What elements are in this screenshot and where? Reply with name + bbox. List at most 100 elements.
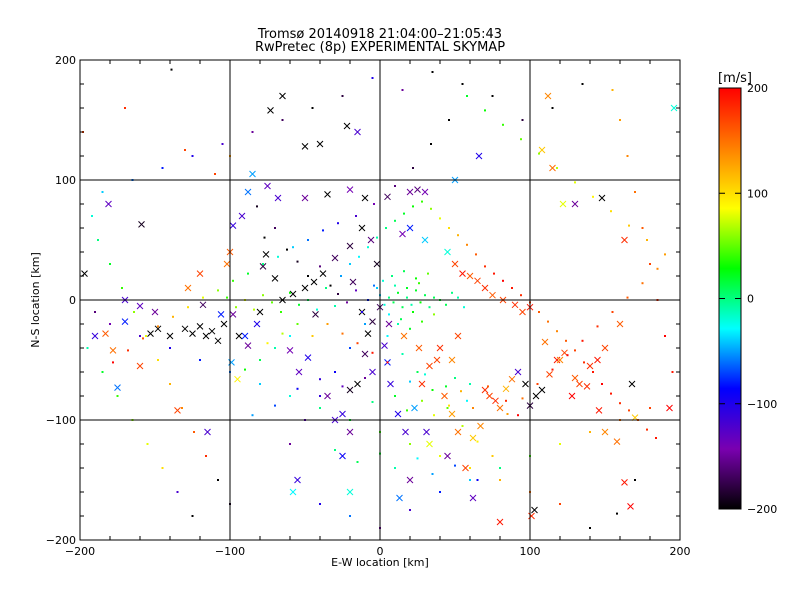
data-point-dot [383,303,386,306]
data-point-cross [138,221,145,228]
data-point-cross [628,380,636,388]
data-point-cross [532,392,540,400]
data-point-cross [448,410,456,418]
data-point-cross [369,368,376,376]
data-point-dot [181,407,183,409]
data-point-cross [451,260,459,268]
data-point-dot [487,385,489,388]
data-point-dot [226,296,228,299]
data-point-cross [346,428,354,436]
data-point-cross [546,371,553,378]
data-point-dot [461,425,464,427]
data-point-dot [316,308,318,311]
data-point-dot [592,195,594,198]
data-point-cross [571,374,579,382]
data-point-dot [277,255,279,258]
data-point-dot [274,404,276,407]
data-point-dot [232,279,234,282]
data-point-dot [418,282,420,285]
data-point-dot [412,205,414,208]
data-point-cross [556,356,564,364]
data-point-cross [259,263,267,270]
data-point-dot [217,479,219,481]
data-point-cross [559,200,567,208]
data-point-dot [410,303,413,306]
data-point-cross [105,200,112,208]
data-point-cross [571,200,579,208]
data-point-cross [220,320,228,328]
data-point-dot [116,395,119,397]
data-point-dot [394,185,396,187]
data-point-cross [670,104,678,112]
data-point-dot [499,467,501,469]
x-tick-label: 200 [670,545,691,558]
data-point-dot [476,479,479,481]
data-point-cross [339,452,346,460]
data-point-dot [262,263,264,265]
data-point-cross [594,356,601,364]
data-point-dot [448,119,450,121]
data-point-dot [373,203,375,205]
data-point-dot [247,272,249,275]
data-point-dot [121,287,123,289]
data-point-dot [191,515,194,517]
data-point-cross [154,325,162,333]
data-point-cross [381,342,388,349]
data-point-cross [151,308,159,316]
data-point-dot [476,440,479,443]
data-point-dot [466,95,468,97]
data-point-dot [101,191,104,193]
data-point-dot [428,306,431,309]
data-point-dot [401,306,404,309]
data-point-dot [355,215,357,217]
data-point-cross [174,407,181,414]
data-point-cross [316,140,324,148]
data-point-dot [610,392,612,395]
data-point-dot [439,217,441,220]
colorbar-ticks: 200 100 0 −100 −200 [719,82,777,516]
data-point-cross [394,410,402,418]
data-point-cross [492,397,499,405]
data-point-cross [324,191,331,198]
y-tick-label: 100 [55,174,76,187]
data-point-dot [469,383,471,385]
data-point-dot [109,323,111,325]
data-point-dot [376,287,378,289]
data-point-cross [601,428,609,436]
data-point-dot [371,351,374,354]
data-point-dot [416,371,419,373]
data-point-dot [322,229,324,232]
data-point-cross [601,344,609,352]
colorbar-tick-label: −100 [747,398,777,411]
x-tick-label: 0 [377,545,384,558]
data-point-dot [457,234,459,237]
data-point-dot [401,89,404,91]
data-point-dot [94,311,96,313]
data-point-dot [161,467,164,469]
data-point-dot [340,275,342,277]
data-point-dot [91,215,93,217]
data-point-dot [142,337,144,340]
data-point-dot [457,296,459,299]
data-point-dot [634,191,636,193]
data-point-cross [444,452,451,460]
x-tick-label: −100 [215,545,245,558]
data-point-cross [433,356,441,364]
data-point-dot [421,320,423,323]
data-point-dot [491,95,494,97]
data-point-dot [521,397,524,400]
data-point-dot [386,335,389,337]
data-point-dot [412,311,414,313]
data-point-dot [221,143,224,145]
colorbar: [m/s] 200 100 0 −100 −200 [718,71,777,516]
data-point-cross [568,392,576,400]
data-point-cross [454,332,462,340]
data-point-dot [556,167,558,169]
data-point-cross [477,422,484,430]
data-point-dot [319,395,321,397]
data-point-dot [671,371,674,373]
data-point-cross [346,488,354,496]
data-point-dot [281,332,284,335]
data-point-dot [451,291,453,294]
